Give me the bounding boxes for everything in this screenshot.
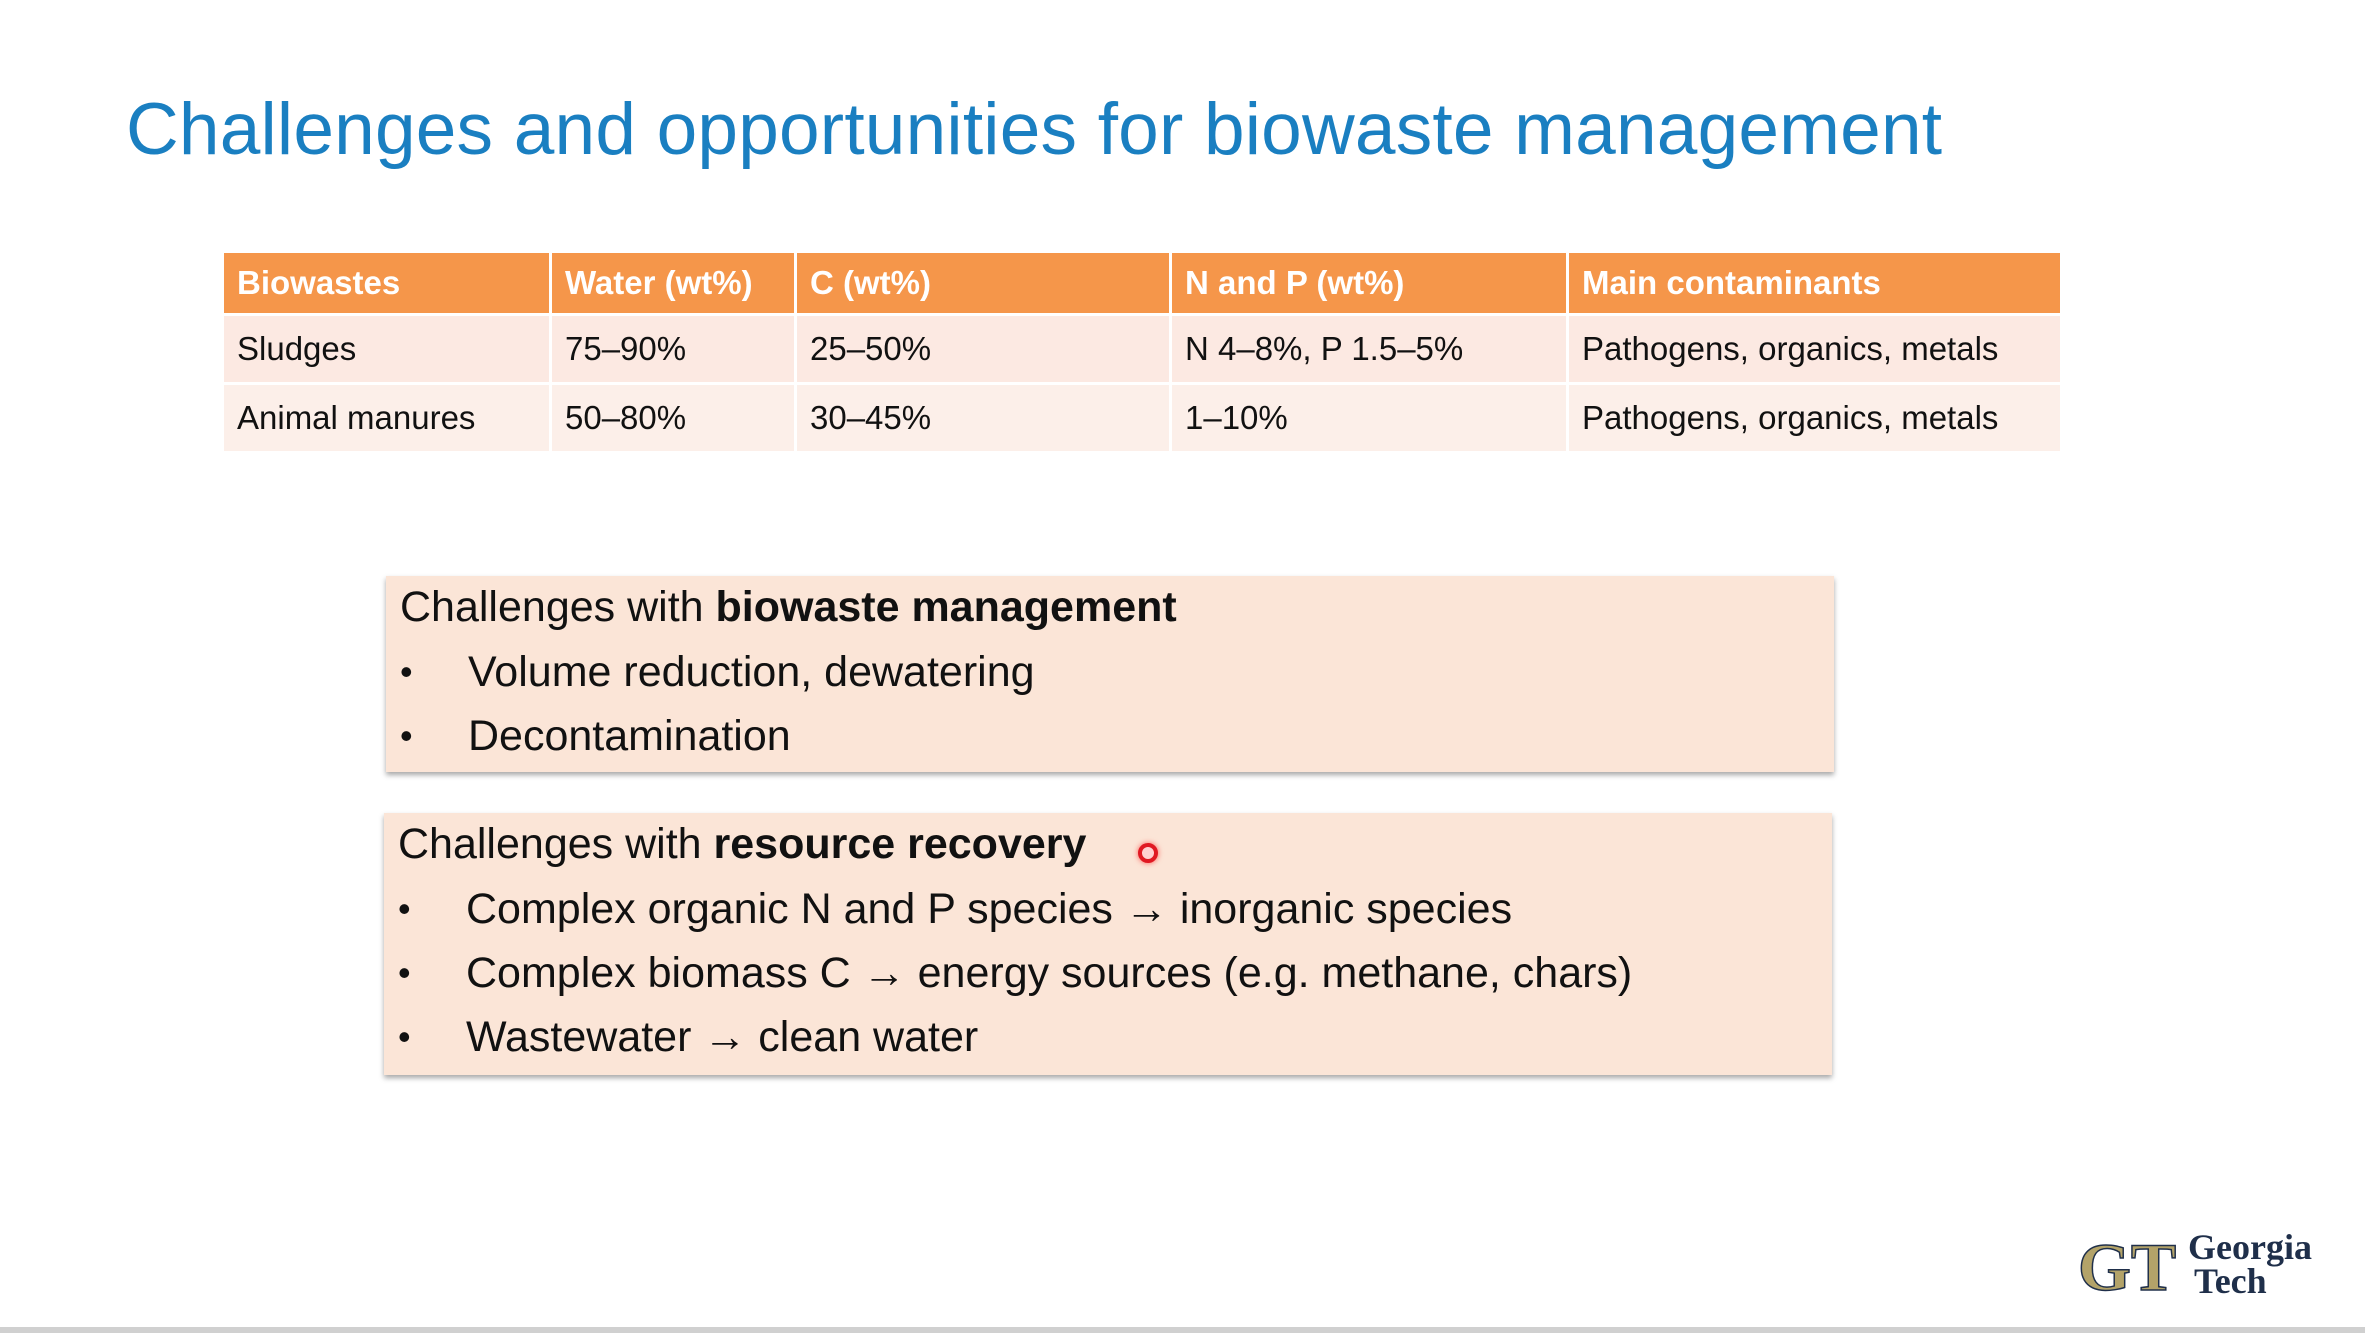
logo-line2: Tech bbox=[2194, 1261, 2267, 1301]
bullet-icon: • bbox=[400, 715, 413, 756]
list-item: • Volume reduction, dewatering bbox=[400, 640, 1820, 704]
table-cell: 1–10% bbox=[1172, 385, 1566, 454]
table-cell: Pathogens, organics, metals bbox=[1569, 385, 2060, 454]
box-heading-prefix: Challenges with bbox=[398, 820, 714, 868]
slide-title: Challenges and opportunities for biowast… bbox=[126, 89, 1943, 170]
logo-wordmark: Georgia Tech bbox=[2188, 1227, 2312, 1301]
biowaste-table: Biowastes Water (wt%) C (wt%) N and P (w… bbox=[221, 253, 2063, 454]
logo-line1: Georgia bbox=[2188, 1227, 2312, 1267]
bottom-divider bbox=[0, 1327, 2365, 1333]
list-item: • Complex organic N and P species → inor… bbox=[398, 877, 1818, 941]
table-cell: Sludges bbox=[224, 316, 549, 385]
bullet-icon: • bbox=[400, 651, 413, 692]
table-row: Animal manures 50–80% 30–45% 1–10% Patho… bbox=[224, 385, 2060, 454]
bullet-icon: • bbox=[398, 1016, 411, 1057]
box-heading: Challenges with biowaste management bbox=[400, 586, 1820, 640]
table-cell: 75–90% bbox=[552, 316, 794, 385]
list-item-text: Wastewater → clean water bbox=[466, 1012, 979, 1061]
table-cell: Pathogens, organics, metals bbox=[1569, 316, 2060, 385]
list-item-text: Decontamination bbox=[468, 711, 791, 760]
laser-pointer-icon bbox=[1138, 843, 1158, 863]
list-item: • Wastewater → clean water bbox=[398, 1005, 1818, 1069]
table-header-row: Biowastes Water (wt%) C (wt%) N and P (w… bbox=[224, 253, 2060, 316]
resource-recovery-box: Challenges with resource recovery • Comp… bbox=[384, 813, 1832, 1075]
table-header-cell: Biowastes bbox=[224, 253, 549, 316]
table-header-cell: Main contaminants bbox=[1569, 253, 2060, 316]
box-heading-prefix: Challenges with bbox=[400, 583, 716, 631]
table-header-cell: C (wt%) bbox=[797, 253, 1169, 316]
table-cell: N 4–8%, P 1.5–5% bbox=[1172, 316, 1566, 385]
table-cell: Animal manures bbox=[224, 385, 549, 454]
table-cell: 30–45% bbox=[797, 385, 1169, 454]
list-item: • Decontamination bbox=[400, 704, 1820, 768]
table-header-cell: N and P (wt%) bbox=[1172, 253, 1566, 316]
box-heading: Challenges with resource recovery bbox=[398, 823, 1818, 877]
table-cell: 50–80% bbox=[552, 385, 794, 454]
table-cell: 25–50% bbox=[797, 316, 1169, 385]
table-row: Sludges 75–90% 25–50% N 4–8%, P 1.5–5% P… bbox=[224, 316, 2060, 385]
list-item: • Complex biomass C → energy sources (e.… bbox=[398, 941, 1818, 1005]
biowaste-challenges-box: Challenges with biowaste management • Vo… bbox=[386, 576, 1834, 772]
table-header-cell: Water (wt%) bbox=[552, 253, 794, 316]
bullet-icon: • bbox=[398, 952, 411, 993]
bullet-icon: • bbox=[398, 888, 411, 929]
list-item-text: Complex organic N and P species → inorga… bbox=[466, 884, 1513, 933]
box-heading-bold: biowaste management bbox=[715, 583, 1177, 631]
list-item-text: Complex biomass C → energy sources (e.g.… bbox=[466, 948, 1633, 997]
list-item-text: Volume reduction, dewatering bbox=[468, 647, 1035, 696]
box-heading-bold: resource recovery bbox=[713, 820, 1087, 868]
gt-monogram: GT bbox=[2078, 1230, 2176, 1300]
georgia-tech-logo-icon: GT bbox=[2078, 1230, 2177, 1300]
